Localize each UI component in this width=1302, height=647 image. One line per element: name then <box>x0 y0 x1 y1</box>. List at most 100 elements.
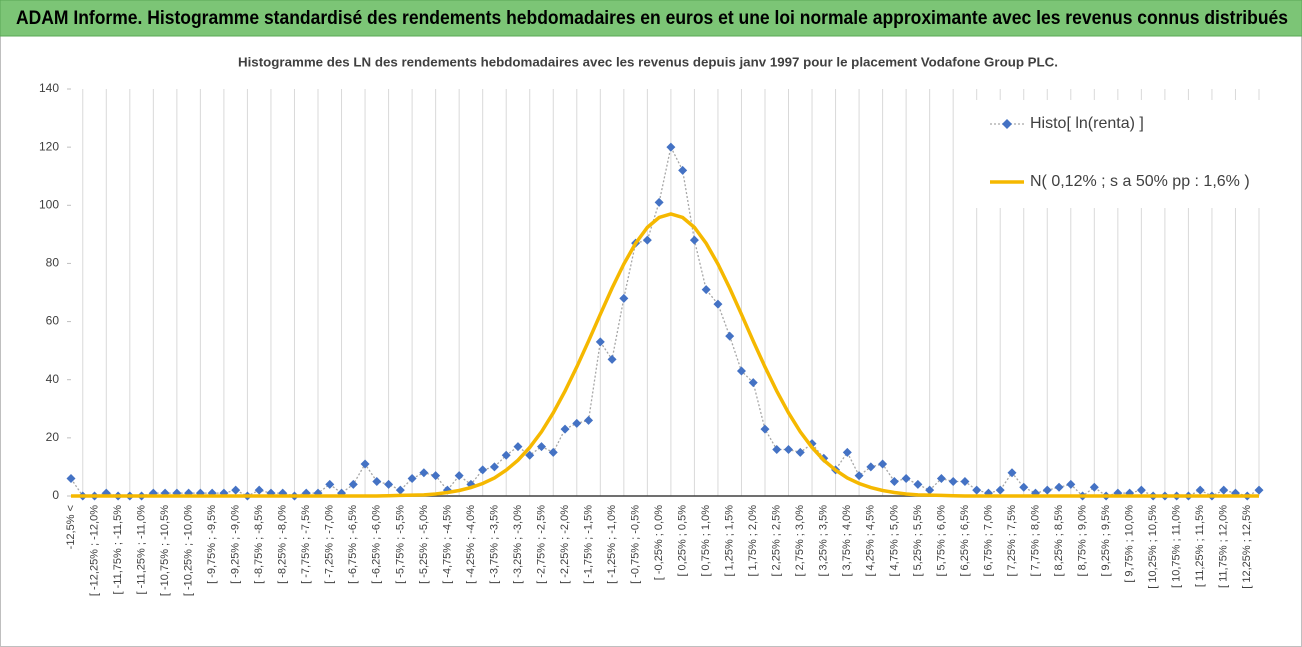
x-tick-label: [ 2,25% ; 2,5% <box>771 505 783 577</box>
x-tick-label: [ -8,75% ; -8,5% <box>253 505 265 584</box>
diamond-marker <box>595 337 605 347</box>
x-tick-label: [ 7,75% ; 8,0% <box>1029 505 1041 577</box>
y-tick-label: 80 <box>46 256 60 270</box>
diamond-marker <box>607 354 617 364</box>
diamond-marker <box>889 476 899 486</box>
x-tick-label: [ 12,25% ; 12,5% <box>1241 505 1253 589</box>
x-tick-label: [ -11,25% ; -11,0% <box>135 505 147 595</box>
x-tick-label: [ 3,25% ; 3,5% <box>818 505 830 577</box>
diamond-marker <box>878 459 888 469</box>
legend-label: N( 0,12% ; s a 50% pp : 1,6% ) <box>1030 173 1250 190</box>
y-tick-label: 0 <box>52 488 59 502</box>
diamond-marker <box>431 471 441 481</box>
x-tick-label: [ 5,75% ; 6,0% <box>935 505 947 577</box>
diamond-marker <box>372 476 382 486</box>
diamond-marker <box>501 450 511 460</box>
series-line <box>71 212 1259 498</box>
y-tick-label: 100 <box>39 197 59 211</box>
x-tick-label: [ -9,75% ; -9,5% <box>206 505 218 584</box>
x-tick-label: [ -2,75% ; -2,5% <box>535 505 547 584</box>
diamond-marker <box>701 285 711 295</box>
diamond-marker <box>689 235 699 245</box>
diamond-marker <box>748 378 758 388</box>
diamond-marker <box>525 450 535 460</box>
diamond-marker <box>925 485 935 495</box>
legend-marker <box>1002 119 1012 129</box>
diamond-marker <box>513 442 523 452</box>
x-tick-label: [ 3,75% ; 4,0% <box>841 505 853 577</box>
diamond-marker <box>842 447 852 457</box>
diamond-marker <box>1254 485 1264 495</box>
x-tick-label: [ -4,75% ; -4,5% <box>441 505 453 584</box>
x-tick-label: [ -3,25% ; -3,0% <box>512 505 524 584</box>
diamond-marker <box>360 459 370 469</box>
diamond-marker <box>478 465 488 475</box>
x-tick-label: [ -6,75% ; -6,5% <box>347 505 359 584</box>
diamond-marker <box>736 366 746 376</box>
y-tick-label: 120 <box>39 139 59 153</box>
x-tick-label: [ 9,25% ; 9,5% <box>1100 505 1112 577</box>
x-tick-label: [ -7,75% ; -7,5% <box>300 505 312 584</box>
x-tick-label: [ 8,25% ; 8,5% <box>1053 505 1065 577</box>
diamond-marker <box>1195 485 1205 495</box>
diamond-marker <box>936 474 946 484</box>
diamond-marker <box>1219 485 1229 495</box>
diamond-marker <box>231 485 241 495</box>
x-tick-label: [ -0,25% ; 0,0% <box>653 505 665 580</box>
y-tick-label: 20 <box>46 430 60 444</box>
header-bar <box>0 0 1302 37</box>
diamond-marker <box>584 415 594 425</box>
diamond-marker <box>960 476 970 486</box>
diamond-marker <box>254 485 264 495</box>
y-tick-label: 140 <box>39 81 59 95</box>
diamond-marker <box>325 479 335 489</box>
diamond-marker <box>713 299 723 309</box>
diamond-marker <box>1007 468 1017 478</box>
x-tick-label: [ 2,75% ; 3,0% <box>794 505 806 577</box>
diamond-marker <box>348 479 358 489</box>
x-tick-label: [ -7,25% ; -7,0% <box>324 505 336 584</box>
diamond-marker <box>536 442 546 452</box>
x-tick-label: [ -12,25% ; -12,0% <box>88 505 100 596</box>
x-tick-label: [ -11,75% ; -11,5% <box>112 505 124 595</box>
x-tick-label: [ -10,75% ; -10,5% <box>159 505 171 596</box>
diamond-marker <box>489 462 499 472</box>
x-tick-label: [ -0,75% ; -0,5% <box>630 505 642 584</box>
x-tick-label: [ -2,25% ; -2,0% <box>559 505 571 584</box>
x-tick-label: [ 9,75% ; 10,0% <box>1124 505 1136 583</box>
x-tick-label: [ 6,75% ; 7,0% <box>982 505 994 577</box>
diamond-marker <box>913 479 923 489</box>
diamond-marker <box>995 485 1005 495</box>
legend-label: Histo[ ln(renta) ] <box>1030 115 1144 132</box>
diamond-marker <box>642 235 652 245</box>
x-tick-label: [ 1,75% ; 2,0% <box>747 505 759 577</box>
y-tick-label: 40 <box>46 372 60 386</box>
x-tick-label: [ 0,25% ; 0,5% <box>677 505 689 577</box>
x-tick-label: [ -1,25% ; -1,0% <box>606 505 618 584</box>
x-tick-label: [ -6,25% ; -6,0% <box>371 505 383 584</box>
diamond-marker <box>572 418 582 428</box>
diamond-marker <box>760 424 770 434</box>
y-tick-label: 60 <box>46 314 60 328</box>
x-tick-label: [ 10,75% ; 11,0% <box>1171 505 1183 588</box>
diamond-marker <box>407 474 417 484</box>
diamond-marker <box>972 485 982 495</box>
diamond-marker <box>666 142 676 152</box>
diamond-marker <box>548 447 558 457</box>
x-tick-label: [ 0,75% ; 1,0% <box>700 505 712 577</box>
x-tick-label: [ 5,25% ; 5,5% <box>912 505 924 577</box>
diamond-marker <box>1136 485 1146 495</box>
diamond-marker <box>1054 482 1064 492</box>
x-tick-label: [ -3,75% ; -3,5% <box>488 505 500 584</box>
x-tick-label: [ 10,25% ; 10,5% <box>1147 505 1159 589</box>
diamond-marker <box>384 479 394 489</box>
diamond-marker <box>454 471 464 481</box>
diamond-marker <box>866 462 876 472</box>
x-tick-label: [ 6,25% ; 6,5% <box>959 505 971 577</box>
diamond-marker <box>66 474 76 484</box>
diamond-marker <box>725 331 735 341</box>
x-tick-label: [ 11,75% ; 12,0% <box>1218 505 1230 588</box>
legend-box <box>962 100 1292 208</box>
x-tick-label: [ 7,25% ; 7,5% <box>1006 505 1018 577</box>
diamond-marker <box>854 471 864 481</box>
